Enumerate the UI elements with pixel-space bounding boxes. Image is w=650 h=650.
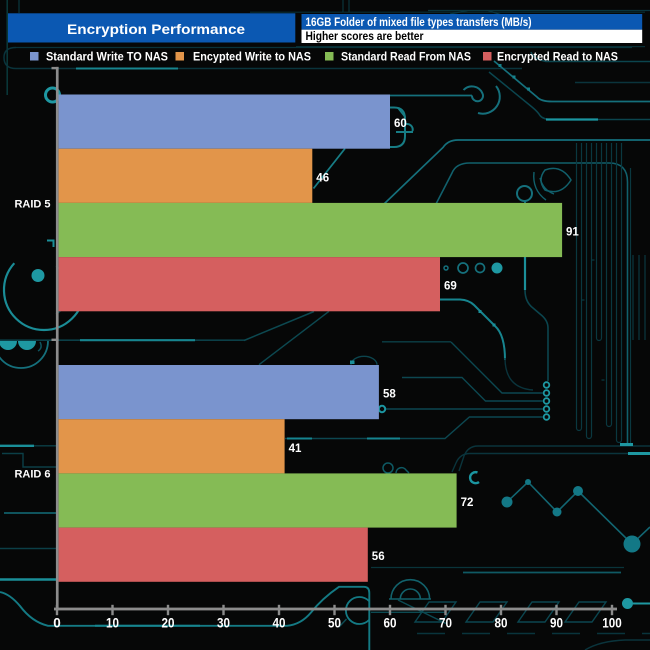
svg-text:100: 100 (602, 615, 622, 630)
svg-text:80: 80 (495, 615, 508, 630)
svg-text:46: 46 (316, 172, 329, 184)
svg-text:69: 69 (444, 281, 457, 293)
svg-text:0: 0 (53, 615, 61, 630)
svg-text:Standard Write TO NAS: Standard Write TO NAS (46, 51, 168, 63)
svg-text:50: 50 (328, 615, 341, 630)
svg-text:56: 56 (372, 551, 385, 563)
svg-text:70: 70 (439, 615, 452, 630)
svg-text:RAID 5: RAID 5 (14, 199, 50, 211)
svg-text:RAID 6: RAID 6 (14, 468, 50, 480)
svg-text:Higher scores are better: Higher scores are better (306, 29, 424, 43)
svg-text:90: 90 (550, 615, 563, 630)
svg-text:16GB Folder of mixed file type: 16GB Folder of mixed file types transfer… (306, 15, 532, 29)
svg-text:Encrypted Read to NAS: Encrypted Read to NAS (497, 51, 618, 63)
svg-text:10: 10 (106, 615, 119, 630)
svg-text:20: 20 (162, 615, 175, 630)
svg-text:Encypted Write to NAS: Encypted Write to NAS (193, 51, 311, 63)
svg-text:40: 40 (273, 615, 286, 630)
svg-text:72: 72 (461, 497, 474, 509)
svg-text:91: 91 (566, 227, 579, 239)
svg-text:60: 60 (394, 118, 407, 130)
svg-text:41: 41 (289, 443, 302, 455)
svg-text:Standard Read From NAS: Standard Read From NAS (341, 51, 471, 63)
svg-text:58: 58 (383, 389, 396, 401)
svg-text:30: 30 (217, 615, 230, 630)
svg-text:60: 60 (384, 615, 397, 630)
svg-text:Encryption Performance: Encryption Performance (67, 21, 245, 37)
